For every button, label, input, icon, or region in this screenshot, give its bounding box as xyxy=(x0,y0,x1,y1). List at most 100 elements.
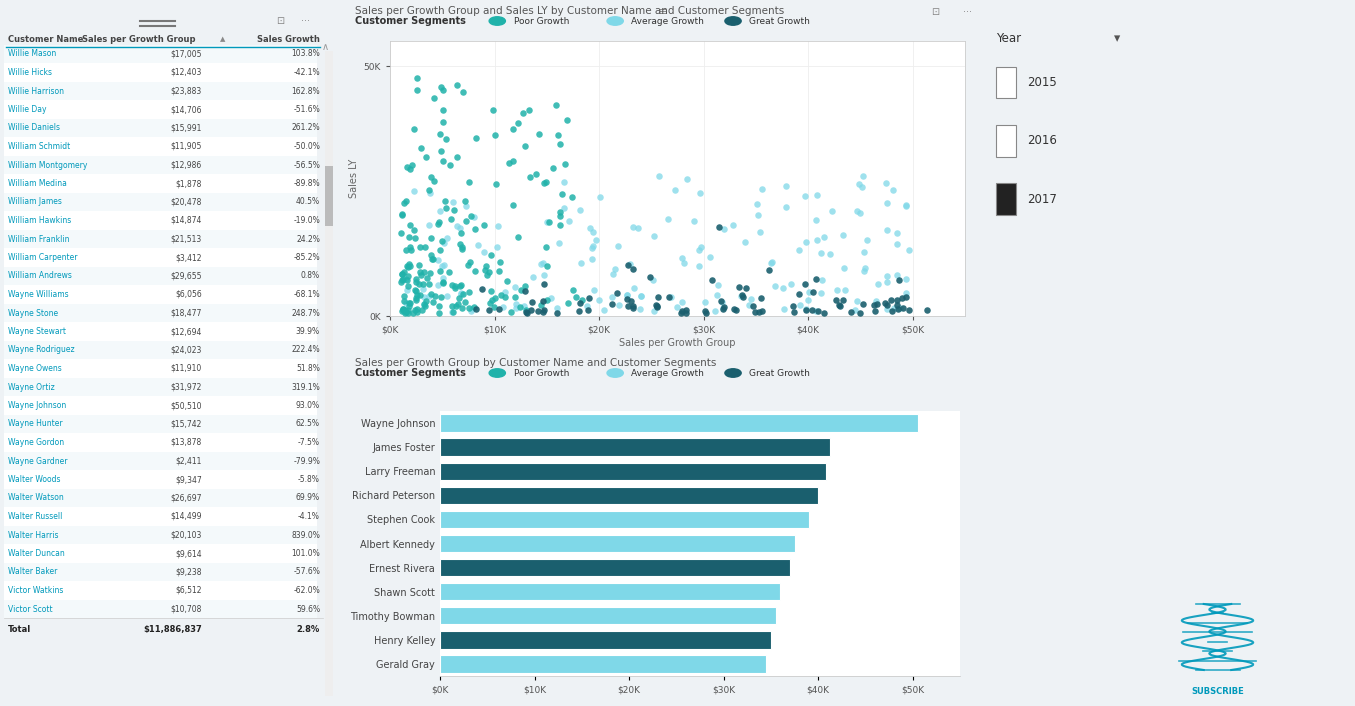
Bar xyxy=(4,82,317,100)
Point xyxy=(413,300,435,311)
Point xyxy=(535,176,557,188)
Point xyxy=(798,286,820,297)
Text: $20,478: $20,478 xyxy=(171,198,202,206)
Point xyxy=(546,100,568,111)
Text: Willie Mason: Willie Mason xyxy=(8,49,57,59)
Point xyxy=(419,185,440,196)
Text: Walter Woods: Walter Woods xyxy=(8,475,61,484)
Point xyxy=(794,278,816,289)
Point xyxy=(565,291,587,302)
Text: Sales Growth: Sales Growth xyxy=(257,35,320,44)
Text: $11,910: $11,910 xyxy=(171,364,202,373)
Point xyxy=(832,294,854,306)
Point xyxy=(409,143,431,154)
Point xyxy=(412,284,434,295)
Text: 62.5%: 62.5% xyxy=(295,419,320,429)
Point xyxy=(676,173,698,184)
Text: Victor Watkins: Victor Watkins xyxy=(8,586,64,595)
Point xyxy=(854,263,875,274)
Point xyxy=(432,260,454,271)
Point xyxy=(492,301,514,312)
Point xyxy=(509,301,531,313)
Bar xyxy=(4,137,317,156)
Point xyxy=(535,241,557,252)
Text: $24,023: $24,023 xyxy=(171,345,202,354)
Point xyxy=(442,306,463,318)
Text: 69.9%: 69.9% xyxy=(295,493,320,503)
Point xyxy=(458,287,480,298)
Text: 0.8%: 0.8% xyxy=(301,272,320,280)
Bar xyxy=(440,655,766,673)
FancyBboxPatch shape xyxy=(996,66,1016,98)
Point xyxy=(537,261,558,272)
Point xyxy=(396,285,417,296)
Point xyxy=(390,276,412,287)
Point xyxy=(646,301,668,313)
Point xyxy=(512,107,534,119)
Point xyxy=(501,155,523,167)
Point xyxy=(893,303,915,314)
Point xyxy=(550,220,572,231)
Bar xyxy=(4,563,317,581)
Point xyxy=(551,189,573,200)
Text: $9,347: $9,347 xyxy=(175,475,202,484)
Point xyxy=(421,297,443,308)
Text: Average Growth: Average Growth xyxy=(631,16,705,25)
Point xyxy=(535,294,557,305)
Point xyxy=(795,304,817,315)
Text: William Franklin: William Franklin xyxy=(8,234,69,244)
Point xyxy=(734,237,756,248)
Point xyxy=(396,162,417,173)
Point xyxy=(398,219,420,230)
Point xyxy=(851,181,873,193)
Point xyxy=(812,275,833,286)
Point xyxy=(694,305,715,316)
Point xyxy=(413,299,435,311)
Point xyxy=(474,264,496,275)
Point xyxy=(886,294,908,306)
Point xyxy=(675,307,696,318)
Point xyxy=(392,274,413,285)
Point xyxy=(398,300,420,311)
Point xyxy=(542,162,564,174)
Point xyxy=(711,297,733,308)
Text: 2017: 2017 xyxy=(1027,193,1057,205)
Point xyxy=(495,287,516,298)
Point xyxy=(390,227,412,239)
Point xyxy=(673,258,695,269)
Bar xyxy=(4,414,317,433)
Point xyxy=(412,279,434,290)
Text: $6,512: $6,512 xyxy=(176,586,202,595)
Point xyxy=(447,221,469,232)
Point xyxy=(411,270,432,281)
Point xyxy=(688,261,710,272)
Point xyxy=(747,210,768,221)
Text: Total: Total xyxy=(8,625,31,634)
Point xyxy=(706,289,728,300)
Text: $15,742: $15,742 xyxy=(171,419,202,429)
Point xyxy=(557,297,579,309)
Point xyxy=(409,267,431,278)
Point xyxy=(848,178,870,189)
Point xyxy=(515,304,537,316)
Text: Wayne Williams: Wayne Williams xyxy=(8,290,69,299)
Bar xyxy=(440,535,794,552)
Bar xyxy=(4,433,317,452)
Point xyxy=(466,133,488,144)
Point xyxy=(409,289,431,301)
Text: $17,005: $17,005 xyxy=(171,49,202,59)
Point xyxy=(733,291,755,302)
Point xyxy=(432,273,454,284)
Text: William Andrews: William Andrews xyxy=(8,272,72,280)
Bar xyxy=(4,285,317,304)
Point xyxy=(482,301,504,312)
Point xyxy=(709,221,730,232)
Point xyxy=(577,304,599,316)
Point xyxy=(671,306,692,317)
Point xyxy=(428,216,450,227)
Bar xyxy=(4,470,317,489)
Point xyxy=(840,307,862,318)
Point xyxy=(444,283,466,294)
Bar xyxy=(4,396,317,414)
Text: 248.7%: 248.7% xyxy=(291,309,320,318)
